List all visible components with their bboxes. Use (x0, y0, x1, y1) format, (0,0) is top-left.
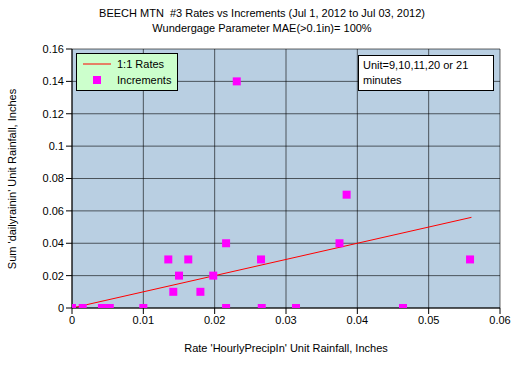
html-text:Sum 'dailyrainin' Unit Rainfal: Sum 'dailyrainin' Unit Rainfall, Inches (6, 88, 18, 269)
svg-text:0: 0 (58, 302, 64, 314)
svg-text:0.02: 0.02 (204, 314, 225, 326)
svg-text:0.02: 0.02 (43, 270, 64, 282)
svg-text:0.03: 0.03 (275, 314, 296, 326)
html-text:BEECH MTN #3 Rates vs Incremen: BEECH MTN #3 Rates vs Increments (Jul 1,… (99, 7, 425, 19)
svg-text:0.1: 0.1 (49, 140, 64, 152)
html-text:Unit=9,10,11,20 or 21 minutes: Unit=9,10,11,20 or 21 minutes (363, 59, 469, 86)
svg-text:0.04: 0.04 (347, 314, 368, 326)
svg-text:0.06: 0.06 (43, 205, 64, 217)
html-text:Increments: Increments (117, 74, 172, 86)
svg-text:0.14: 0.14 (43, 75, 64, 87)
html-text:Wundergage Parameter MAE(>0.1i: Wundergage Parameter MAE(>0.1in)= 100% (152, 22, 372, 34)
svg-text:0: 0 (69, 314, 75, 326)
svg-text:0.01: 0.01 (133, 314, 154, 326)
svg-text:0.16: 0.16 (43, 43, 64, 55)
svg-text:0.05: 0.05 (418, 314, 439, 326)
svg-text:0.12: 0.12 (43, 108, 64, 120)
svg-text:0.08: 0.08 (43, 172, 64, 184)
html-text:1:1 Rates: 1:1 Rates (117, 58, 165, 70)
svg-text:0.04: 0.04 (43, 237, 64, 249)
html-text:Rate 'HourlyPrecipIn' Unit Rai: Rate 'HourlyPrecipIn' Unit Rainfall, Inc… (184, 342, 388, 354)
svg-text:0.06: 0.06 (489, 314, 510, 326)
